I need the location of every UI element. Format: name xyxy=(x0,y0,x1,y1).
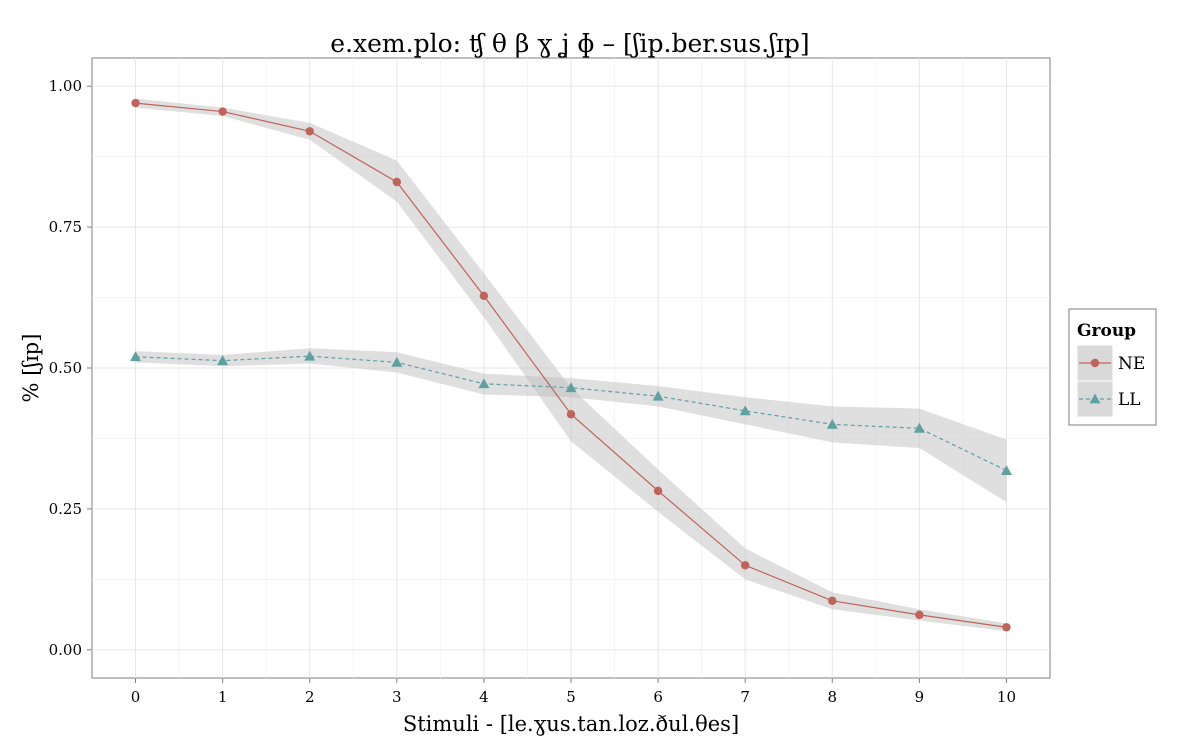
x-tick-label: 3 xyxy=(392,688,402,706)
legend: Group NE LL xyxy=(1068,308,1157,426)
data-point-ll xyxy=(652,390,664,401)
y-tick-label: 1.00 xyxy=(49,77,82,95)
y-tick-label: 0.50 xyxy=(49,359,82,377)
grid-lines xyxy=(92,58,1050,678)
data-point-ll xyxy=(217,355,229,366)
x-tick-label: 7 xyxy=(740,688,750,706)
data-point-ne xyxy=(1002,623,1011,632)
x-tick-label: 9 xyxy=(915,688,925,706)
data-point-ne xyxy=(479,291,489,301)
legend-label-ne: NE xyxy=(1118,354,1145,374)
data-point-ll xyxy=(913,422,925,433)
legend-marker-ne xyxy=(1090,358,1100,368)
data-point-ne xyxy=(828,596,837,605)
x-tick-label: 4 xyxy=(479,688,489,706)
legend-marker-ll xyxy=(1089,393,1101,404)
data-point-ll xyxy=(739,405,751,416)
data-point-ne xyxy=(305,127,314,136)
x-tick-label: 0 xyxy=(131,688,141,706)
data-point-ne xyxy=(740,561,750,570)
y-tick-label: 0.25 xyxy=(49,500,82,518)
x-tick-label: 5 xyxy=(566,688,576,706)
x-tick-label: 1 xyxy=(218,688,228,706)
data-point-ne xyxy=(218,107,227,116)
data-point-ll xyxy=(565,382,577,393)
series-line-ll xyxy=(135,355,1007,472)
y-tick-label: 0.75 xyxy=(49,218,82,236)
legend-label-ll: LL xyxy=(1118,390,1141,410)
y-tick-label: 0.00 xyxy=(49,641,82,659)
data-point-ne xyxy=(131,98,140,108)
data-point-ll xyxy=(304,350,316,361)
x-axis-title: Stimuli - [le.ɣus.tan.loz.ðul.θes] xyxy=(403,712,739,736)
data-point-ll xyxy=(826,418,838,429)
legend-title: Group xyxy=(1077,321,1136,341)
series-points xyxy=(130,98,1012,632)
x-tick-label: 2 xyxy=(305,688,315,706)
data-point-ne xyxy=(915,610,924,620)
chart-title: e.xem.plo: ʧ θ β ɣ ʝ ɸ – [ʃip.ber.sus.ʃɪ… xyxy=(330,29,809,58)
x-tick-label: 10 xyxy=(997,688,1016,706)
data-point-ne xyxy=(653,486,663,496)
data-point-ll xyxy=(1000,465,1012,475)
axes: 0.00 0.25 0.50 0.75 1.00 0 1 2 3 4 5 6 7 8 9 10 xyxy=(49,77,1016,706)
y-axis-title: % [ʃɪp] xyxy=(19,334,43,403)
x-tick-label: 8 xyxy=(827,688,837,706)
data-point-ll xyxy=(391,356,403,367)
data-point-ll xyxy=(130,351,142,362)
data-point-ll xyxy=(478,378,490,389)
data-point-ne xyxy=(392,177,402,187)
x-tick-label: 6 xyxy=(653,688,663,706)
data-point-ne xyxy=(566,410,576,419)
